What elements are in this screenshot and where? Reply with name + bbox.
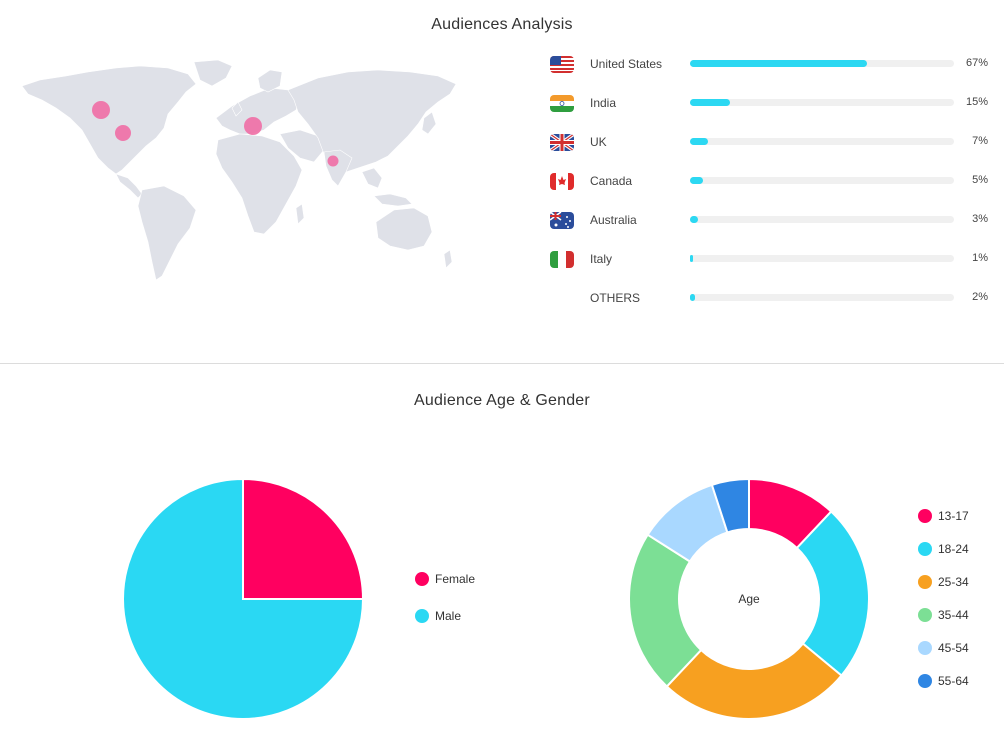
progress-track — [690, 138, 954, 145]
legend-label: 18-24 — [938, 542, 969, 556]
slice-female[interactable] — [242, 477, 365, 600]
map-marker-india — [327, 155, 339, 167]
slice-male[interactable] — [122, 477, 365, 720]
country-name: Australia — [590, 213, 637, 227]
country-percent: 15% — [965, 96, 988, 108]
progress-fill — [690, 60, 867, 67]
progress-fill — [690, 138, 709, 145]
gender-pie-chart — [122, 477, 365, 720]
map-land — [21, 59, 457, 281]
legend-swatch — [918, 509, 932, 523]
legend-label: 55-64 — [938, 674, 969, 688]
slice-25-34[interactable] — [665, 642, 843, 720]
india-flag-icon — [550, 95, 574, 112]
legend-label: 35-44 — [938, 608, 969, 622]
country-name: Italy — [590, 252, 613, 266]
country-row-uk: UK 7% — [550, 130, 1000, 154]
legend-swatch — [918, 641, 932, 655]
progress-track — [690, 255, 954, 262]
legend-swatch — [918, 575, 932, 589]
country-percent: 7% — [972, 135, 988, 147]
slice-35-44[interactable] — [628, 533, 703, 688]
legend-swatch — [918, 674, 932, 688]
progress-track — [690, 294, 954, 301]
legend-swatch — [415, 609, 429, 623]
progress-fill — [690, 294, 696, 301]
country-row-india: India 15% — [550, 91, 1000, 115]
legend-label: 45-54 — [938, 641, 969, 655]
country-name: United States — [590, 57, 663, 71]
slice-55-64[interactable] — [710, 477, 750, 534]
legend-swatch — [918, 608, 932, 622]
progress-fill — [690, 177, 704, 184]
legend-label: Female — [435, 572, 476, 586]
country-name: OTHERS — [590, 291, 641, 305]
country-percent: 67% — [965, 57, 988, 69]
country-name: UK — [590, 135, 607, 149]
australia-flag-icon — [550, 212, 574, 229]
age-donut-chart: Age — [628, 477, 870, 720]
country-percent: 3% — [972, 213, 988, 225]
country-row-australia: Australia 3% — [550, 208, 1000, 232]
country-percent: 2% — [972, 291, 988, 303]
map-marker-europe — [244, 117, 262, 135]
country-row-united-states: United States 67% — [550, 52, 1000, 76]
audience-age-gender-title: Audience Age & Gender — [414, 392, 590, 409]
country-row-canada: Canada 5% — [550, 169, 1000, 193]
progress-track — [690, 60, 954, 67]
italy-flag-icon — [550, 251, 574, 268]
map-marker-united-states — [115, 125, 131, 141]
country-name: India — [590, 96, 617, 110]
country-row-others: OTHERS 2% — [550, 286, 1000, 310]
legend-label: 25-34 — [938, 575, 969, 589]
country-name: Canada — [590, 174, 633, 188]
progress-fill — [690, 255, 693, 262]
legend-swatch — [415, 572, 429, 586]
progress-fill — [690, 216, 698, 223]
country-percent: 5% — [972, 174, 988, 186]
legend-label: Male — [435, 609, 462, 623]
audiences-analysis-title: Audiences Analysis — [431, 16, 573, 33]
legend-swatch — [918, 542, 932, 556]
section-divider — [0, 363, 1004, 364]
us-flag-icon — [550, 56, 574, 73]
country-row-italy: Italy 1% — [550, 247, 1000, 271]
legend-label: 13-17 — [938, 509, 969, 523]
uk-flag-icon — [550, 134, 574, 151]
canada-flag-icon — [550, 173, 574, 190]
map-marker-canada — [92, 101, 110, 119]
progress-track — [690, 216, 954, 223]
progress-track — [690, 99, 954, 106]
donut-center-label: Age — [738, 592, 760, 606]
world-map — [21, 59, 457, 281]
country-percent: 1% — [972, 252, 988, 264]
progress-track — [690, 177, 954, 184]
progress-fill — [690, 99, 730, 106]
